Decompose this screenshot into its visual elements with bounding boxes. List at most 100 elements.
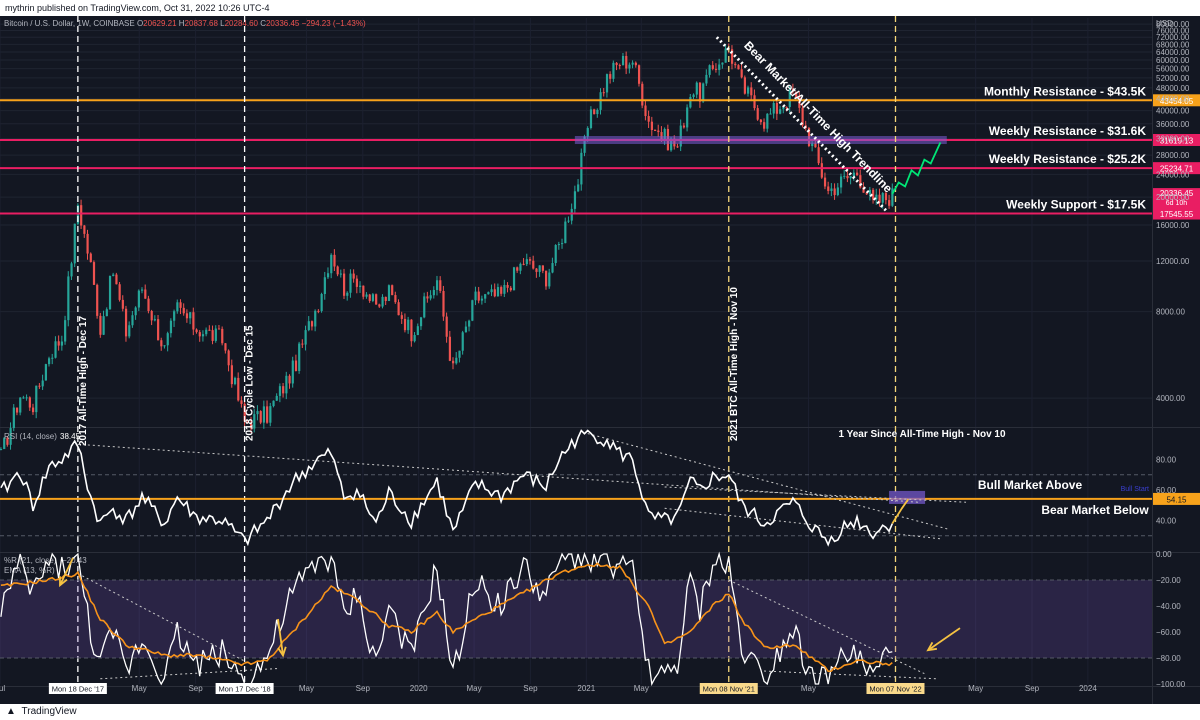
price-candle (176, 302, 179, 312)
price-candle (307, 321, 310, 331)
chart-background (0, 16, 1200, 704)
price-candle (28, 397, 31, 408)
rsi-trendline (664, 486, 967, 503)
price-candle (256, 411, 259, 415)
price-candle (544, 270, 548, 287)
wr-arrow-2017-head (59, 576, 68, 588)
price-candle (647, 116, 650, 122)
price-candle (689, 97, 692, 108)
price-candle (525, 259, 528, 265)
chart-canvas[interactable]: Monthly Resistance - $43.5K 43454.05 Weekl… (0, 16, 1200, 704)
price-candle (423, 296, 426, 318)
price-candle (830, 188, 833, 191)
price-candle (589, 109, 593, 129)
price-candle (48, 358, 51, 365)
price-candle (888, 200, 891, 206)
price-candle (432, 289, 435, 296)
price-candle (15, 407, 19, 413)
price-candle (522, 263, 525, 265)
price-candle (532, 260, 535, 269)
price-candle (272, 400, 275, 407)
price-candle (452, 360, 455, 364)
price-candle (698, 82, 702, 102)
price-candle (763, 122, 766, 129)
price-axis-tick-label: 44000.00 (1156, 95, 1190, 104)
price-candle (535, 268, 538, 272)
rsi-trendline (664, 507, 941, 540)
price-candle (298, 343, 301, 371)
price-candle (426, 296, 429, 299)
time-axis-highlight-badge (699, 683, 758, 694)
price-candle (442, 290, 445, 317)
price-candle (269, 406, 272, 423)
price-candle (551, 263, 554, 273)
price-candle (846, 175, 849, 179)
price-candle (375, 294, 378, 305)
price-candle (676, 146, 679, 148)
time-axis-highlight-badge (48, 683, 107, 694)
price-candle (634, 62, 637, 66)
price-candle (288, 375, 291, 384)
price-projection-line (891, 142, 942, 195)
rsi-level-note: Bull Start (1121, 486, 1149, 493)
price-candle (19, 397, 22, 413)
price-candle (140, 289, 144, 291)
wr-arrow-2022 (927, 627, 961, 651)
price-legend: Bitcoin / U.S. Dollar, 1W, COINBASE O206… (4, 19, 366, 28)
price-candle (208, 329, 211, 331)
price-candle (214, 328, 217, 341)
price-candle (439, 280, 442, 291)
price-axis-tick-label: 32000.00 (1156, 134, 1190, 143)
price-candle (310, 321, 314, 327)
price-candle (237, 377, 240, 401)
price-candle (124, 308, 128, 337)
price-candle (782, 106, 785, 110)
price-level-label: Monthly Resistance - $43.5K (984, 84, 1146, 98)
price-candle (528, 259, 532, 261)
price-level-badge-text: 31619.13 (1160, 136, 1194, 145)
price-candle (227, 350, 230, 366)
price-candle (182, 307, 185, 314)
price-candle (583, 136, 586, 153)
wr-line (0, 551, 893, 687)
event-vertical-label: 2017 All-Time High - Dec 17 (78, 316, 89, 446)
price-candle (862, 187, 865, 193)
price-candle (714, 68, 718, 70)
price-candle (602, 92, 605, 94)
price-candle (413, 335, 416, 342)
price-candle (294, 360, 298, 371)
price-candle (702, 83, 705, 102)
price-candle (718, 64, 721, 70)
price-axis-tick-label: 64000.00 (1156, 48, 1190, 57)
time-axis-tick-label: May (467, 684, 482, 693)
time-axis-tick-label: Sep (523, 684, 538, 693)
price-candle (205, 329, 208, 335)
price-candle (670, 138, 673, 151)
price-candle (115, 274, 118, 285)
price-candle (519, 263, 522, 271)
price-candle (352, 273, 355, 279)
current-price-badge (1153, 188, 1200, 209)
price-candle (285, 375, 288, 394)
price-candle (868, 189, 872, 195)
price-candle (323, 277, 326, 294)
price-candle (487, 292, 490, 295)
price-candle (570, 208, 573, 221)
wr-arrow-2018-head (277, 646, 287, 658)
price-candle (400, 315, 403, 319)
price-candle (304, 330, 307, 345)
price-candle (314, 310, 317, 327)
price-candle (54, 341, 57, 358)
price-candle (362, 285, 365, 297)
price-candle (615, 62, 618, 66)
price-candle (618, 65, 621, 67)
price-candle (609, 74, 612, 79)
price-candle (721, 62, 724, 65)
price-candle (73, 223, 76, 264)
price-candle (403, 318, 407, 331)
price-axis-tick-label: 36000.00 (1156, 120, 1190, 129)
price-candle (211, 330, 214, 341)
price-candle (365, 294, 368, 297)
price-candle (711, 65, 714, 69)
price-candle (644, 105, 647, 117)
